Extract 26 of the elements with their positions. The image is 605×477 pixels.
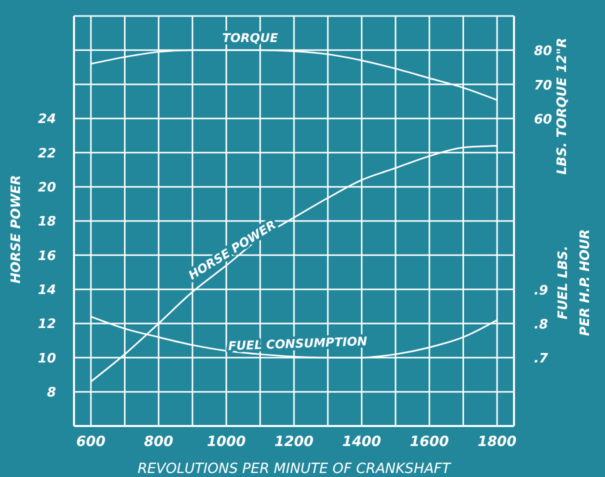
y-tick-label: 12 [38, 317, 56, 332]
y-tick-label: 14 [38, 282, 56, 298]
x-axis-title: REVOLUTIONS PER MINUTE OF CRANKSHAFT [138, 461, 452, 477]
y3-tick-label: .8 [534, 318, 548, 332]
y2-tick-label: 80 [534, 44, 552, 60]
y-tick-label: 18 [38, 214, 56, 230]
y-tick-label: 24 [38, 112, 56, 128]
x-tick-label: 1600 [410, 434, 450, 450]
y3-axis-title: FUEL LBS. PER H.P. HOUR [556, 229, 593, 336]
y-tick-label: 10 [38, 351, 56, 366]
y-tick-label: 16 [38, 248, 56, 264]
y2-tick-label: 70 [534, 78, 552, 94]
y-tick-label: 8 [46, 385, 56, 400]
y3-tick-label: .7 [534, 352, 549, 367]
x-tick-label: 800 [144, 434, 174, 450]
y-tick-label: 22 [38, 146, 56, 162]
x-tick-label: 600 [76, 434, 106, 450]
x-tick-label: 1200 [274, 434, 314, 450]
y3-tick-label: .9 [534, 283, 548, 298]
y2-tick-label: 60 [534, 112, 552, 128]
x-tick-label: 1000 [206, 434, 246, 450]
y2-axis-title: LBS. TORQUE 12"R [555, 38, 570, 175]
x-tick-label: 1800 [478, 434, 517, 450]
x-tick-label: 1400 [342, 434, 382, 450]
y-axis-title: HORSE POWER [9, 174, 24, 284]
y-tick-label: 20 [38, 180, 56, 196]
